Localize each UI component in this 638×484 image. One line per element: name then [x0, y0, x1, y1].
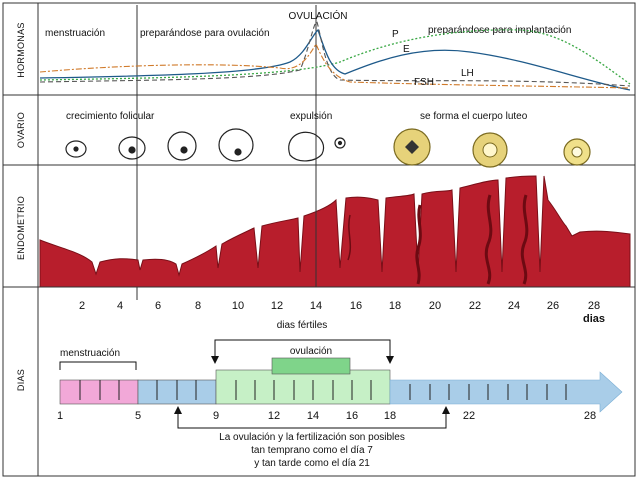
spiral-artery [347, 214, 352, 261]
fertile-days-label: dias fértiles [277, 320, 328, 331]
phase-label-menstruation: menstruación [45, 28, 105, 39]
follicle-stage-2 [118, 136, 146, 160]
day-number: 16 [346, 410, 358, 422]
ovary-panel: crecimiento folicular expulsión se forma… [65, 111, 591, 168]
spiral-arteries [347, 194, 529, 285]
bracket-arrowhead [442, 406, 450, 414]
possibility-bracket [177, 412, 447, 429]
corpus-luteum-core [405, 140, 419, 154]
ovulation-window-bar [271, 357, 351, 375]
day-tick: 24 [508, 300, 520, 312]
released-ovum-icon [334, 137, 346, 149]
follicle-stage-3 [167, 131, 197, 161]
day-tick: 6 [155, 300, 161, 312]
curve-label-lh: LH [461, 68, 474, 79]
day-number: 1 [57, 410, 63, 422]
section-label-endometrio: ENDOMETRIO [16, 196, 26, 260]
endometrium-layer [39, 175, 631, 288]
menstruation-days-bar [59, 379, 139, 405]
day-tick: 14 [310, 300, 322, 312]
follicle-stage-4 [218, 128, 254, 162]
day-number: 5 [135, 410, 141, 422]
curve-label-fsh: FSH [414, 77, 434, 88]
day-marks [79, 380, 567, 400]
note-line-1: La ovulación y la fertilización son posi… [219, 432, 405, 443]
fertile-days-bar [215, 369, 391, 405]
day-number: 28 [584, 410, 596, 422]
menstruation-bracket [59, 361, 137, 370]
follicle-oocyte [128, 146, 136, 154]
day-tick: 2 [79, 300, 85, 312]
day-tick: 8 [195, 300, 201, 312]
curve-estrogen [39, 28, 631, 91]
released-ovum-nucleus [337, 140, 343, 146]
days-panel: dias fértiles menstruación ovulación 1 [57, 320, 623, 469]
ruptured-follicle [288, 131, 325, 162]
follicle-oocyte [180, 146, 188, 154]
day-number: 9 [213, 410, 219, 422]
day-unit-label: dias [583, 313, 605, 325]
curve-label-e: E [403, 44, 410, 55]
follicle-oocyte [234, 148, 242, 156]
day-tick: 20 [429, 300, 441, 312]
day-tick: 18 [389, 300, 401, 312]
menstruation-label: menstruación [60, 348, 120, 359]
follicle-stage-1 [65, 140, 87, 158]
ovary-label-expulsion: expulsión [290, 111, 332, 122]
ovary-label-follicular-growth: crecimiento folicular [66, 111, 155, 122]
corpus-luteum-group [393, 128, 591, 168]
fertile-days-bracket [214, 339, 391, 358]
day-tick: 10 [232, 300, 244, 312]
day-number: 14 [307, 410, 319, 422]
bracket-arrowhead [174, 406, 182, 414]
curve-fsh [39, 42, 631, 89]
ovary-label-corpus-luteum: se forma el cuerpo luteo [420, 111, 528, 122]
endometrium-panel: 2 4 6 8 10 12 14 16 18 20 22 24 26 28 di… [39, 175, 631, 325]
spiral-artery [415, 204, 422, 285]
curve-lh [39, 21, 631, 87]
ovulation-window-label: ovulación [290, 346, 332, 357]
bracket-arrowhead [386, 356, 394, 364]
note-line-2: tan temprano como el día 7 [251, 445, 373, 456]
spiral-artery [520, 194, 529, 285]
section-label-hormonas: HORMONAS [16, 22, 26, 77]
curve-label-p: P [392, 29, 399, 40]
day-number: 12 [268, 410, 280, 422]
ovulation-title: OVULACIÓN [289, 9, 348, 22]
day-number: 22 [463, 410, 475, 422]
curve-progesterone [39, 29, 631, 85]
follicle-oocyte [73, 146, 79, 152]
phase-label-preparing-ovulation: preparándose para ovulación [140, 28, 270, 39]
endometrium-day-ticks: 2 4 6 8 10 12 14 16 18 20 22 24 26 28 [79, 300, 600, 312]
corpus-luteum-core [571, 146, 583, 158]
corpus-luteum-core [482, 142, 498, 158]
note-line-3: y tan tarde como el día 21 [254, 458, 370, 469]
spiral-artery [484, 194, 493, 285]
day-tick: 4 [117, 300, 123, 312]
hormone-panel: OVULACIÓN menstruación preparándose para… [39, 5, 631, 300]
bracket-arrowhead [211, 356, 219, 364]
day-tick: 16 [350, 300, 362, 312]
section-label-ovario: OVARIO [16, 112, 26, 148]
section-label-dias: DIAS [16, 369, 26, 391]
day-tick: 12 [271, 300, 283, 312]
cycle-arrow-bar [389, 371, 623, 413]
day-tick: 26 [547, 300, 559, 312]
frame [2, 2, 636, 477]
day-number: 18 [384, 410, 396, 422]
day-tick: 28 [588, 300, 600, 312]
day-numbers: 1 5 9 12 14 16 18 22 28 [57, 410, 596, 422]
day-tick: 22 [469, 300, 481, 312]
